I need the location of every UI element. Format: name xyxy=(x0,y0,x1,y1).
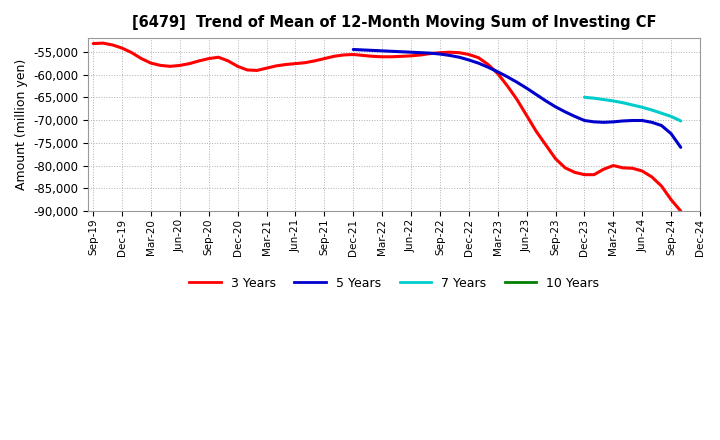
5 Years xyxy=(359,48,367,53)
5 Years xyxy=(426,51,435,56)
5 Years xyxy=(378,48,387,54)
5 Years xyxy=(647,120,656,125)
7 Years xyxy=(667,114,675,119)
3 Years xyxy=(99,40,107,46)
5 Years xyxy=(513,80,521,85)
7 Years xyxy=(647,107,656,113)
7 Years xyxy=(638,105,647,110)
3 Years xyxy=(455,50,464,55)
Line: 7 Years: 7 Years xyxy=(585,97,680,121)
5 Years xyxy=(609,119,618,125)
5 Years xyxy=(387,49,396,54)
7 Years xyxy=(609,98,618,103)
5 Years xyxy=(464,57,473,62)
7 Years xyxy=(599,97,608,102)
5 Years xyxy=(667,131,675,136)
Line: 5 Years: 5 Years xyxy=(354,49,680,147)
5 Years xyxy=(599,120,608,125)
Legend: 3 Years, 5 Years, 7 Years, 10 Years: 3 Years, 5 Years, 7 Years, 10 Years xyxy=(184,272,604,295)
5 Years xyxy=(552,104,560,110)
5 Years xyxy=(590,119,598,125)
5 Years xyxy=(445,53,454,58)
5 Years xyxy=(532,92,541,97)
3 Years xyxy=(609,163,618,168)
5 Years xyxy=(638,118,647,123)
3 Years xyxy=(147,61,156,66)
5 Years xyxy=(349,47,358,52)
7 Years xyxy=(629,103,637,108)
7 Years xyxy=(580,95,589,100)
5 Years xyxy=(570,114,579,119)
5 Years xyxy=(368,48,377,53)
5 Years xyxy=(580,118,589,123)
5 Years xyxy=(407,50,415,55)
5 Years xyxy=(657,123,666,128)
Title: [6479]  Trend of Mean of 12-Month Moving Sum of Investing CF: [6479] Trend of Mean of 12-Month Moving … xyxy=(132,15,657,30)
5 Years xyxy=(503,74,512,80)
Line: 3 Years: 3 Years xyxy=(93,43,680,211)
7 Years xyxy=(590,95,598,101)
3 Years xyxy=(253,68,261,73)
5 Years xyxy=(493,69,502,74)
5 Years xyxy=(484,65,492,70)
7 Years xyxy=(618,100,627,106)
3 Years xyxy=(214,55,222,60)
7 Years xyxy=(676,118,685,124)
5 Years xyxy=(474,61,483,66)
7 Years xyxy=(657,110,666,116)
3 Years xyxy=(89,41,97,46)
5 Years xyxy=(676,145,685,150)
5 Years xyxy=(416,50,425,55)
5 Years xyxy=(397,49,406,55)
5 Years xyxy=(522,85,531,91)
5 Years xyxy=(629,118,637,123)
5 Years xyxy=(618,118,627,124)
5 Years xyxy=(436,51,444,57)
5 Years xyxy=(561,109,570,114)
3 Years xyxy=(387,54,396,59)
Y-axis label: Amount (million yen): Amount (million yen) xyxy=(15,59,28,190)
5 Years xyxy=(455,55,464,60)
5 Years xyxy=(541,98,550,103)
3 Years xyxy=(676,209,685,214)
